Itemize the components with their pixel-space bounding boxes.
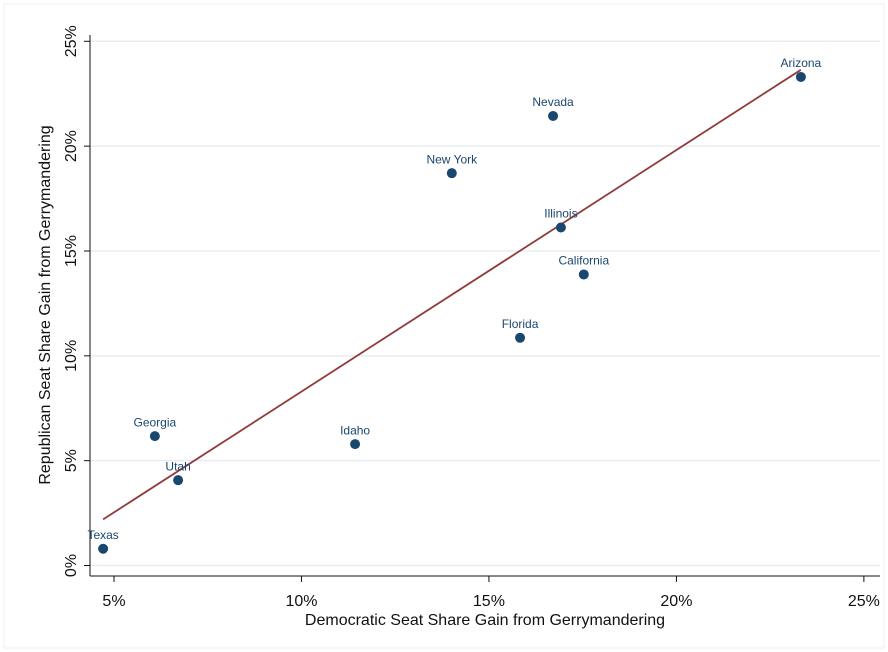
point-label: Texas [87,528,118,542]
point [555,222,566,233]
point-label: Utah [165,459,190,473]
x-tick-label: 25% [848,593,880,610]
x-axis-label: Democratic Seat Share Gain from Gerryman… [305,612,665,629]
point-label: Georgia [134,415,177,429]
x-tick-label: 15% [473,593,505,610]
point [98,543,109,554]
point [350,439,361,450]
x-tick-label: 5% [102,593,125,610]
x-tick-label: 10% [285,593,317,610]
point-label: Illinois [544,207,577,221]
point-label: New York [426,152,478,166]
point-label: Nevada [532,95,574,109]
point [795,71,806,82]
y-tick-label: 0% [63,554,80,577]
y-axis-label: Republican Seat Share Gain from Gerryman… [37,125,54,484]
fit-line [102,69,802,521]
y-tick-label: 10% [63,340,80,372]
point [515,332,526,343]
point [149,431,160,442]
point [548,110,559,121]
point [446,168,457,179]
y-tick-label: 15% [63,235,80,267]
point [173,475,184,486]
point [578,269,589,280]
y-tick-label: 20% [63,130,80,162]
y-tick-label: 25% [63,25,80,57]
point-label: Arizona [781,56,822,70]
point-label: Florida [502,317,539,331]
point-label: Idaho [340,423,370,437]
x-tick-label: 20% [660,593,692,610]
y-tick-label: 5% [63,449,80,472]
point-label: California [558,254,609,268]
